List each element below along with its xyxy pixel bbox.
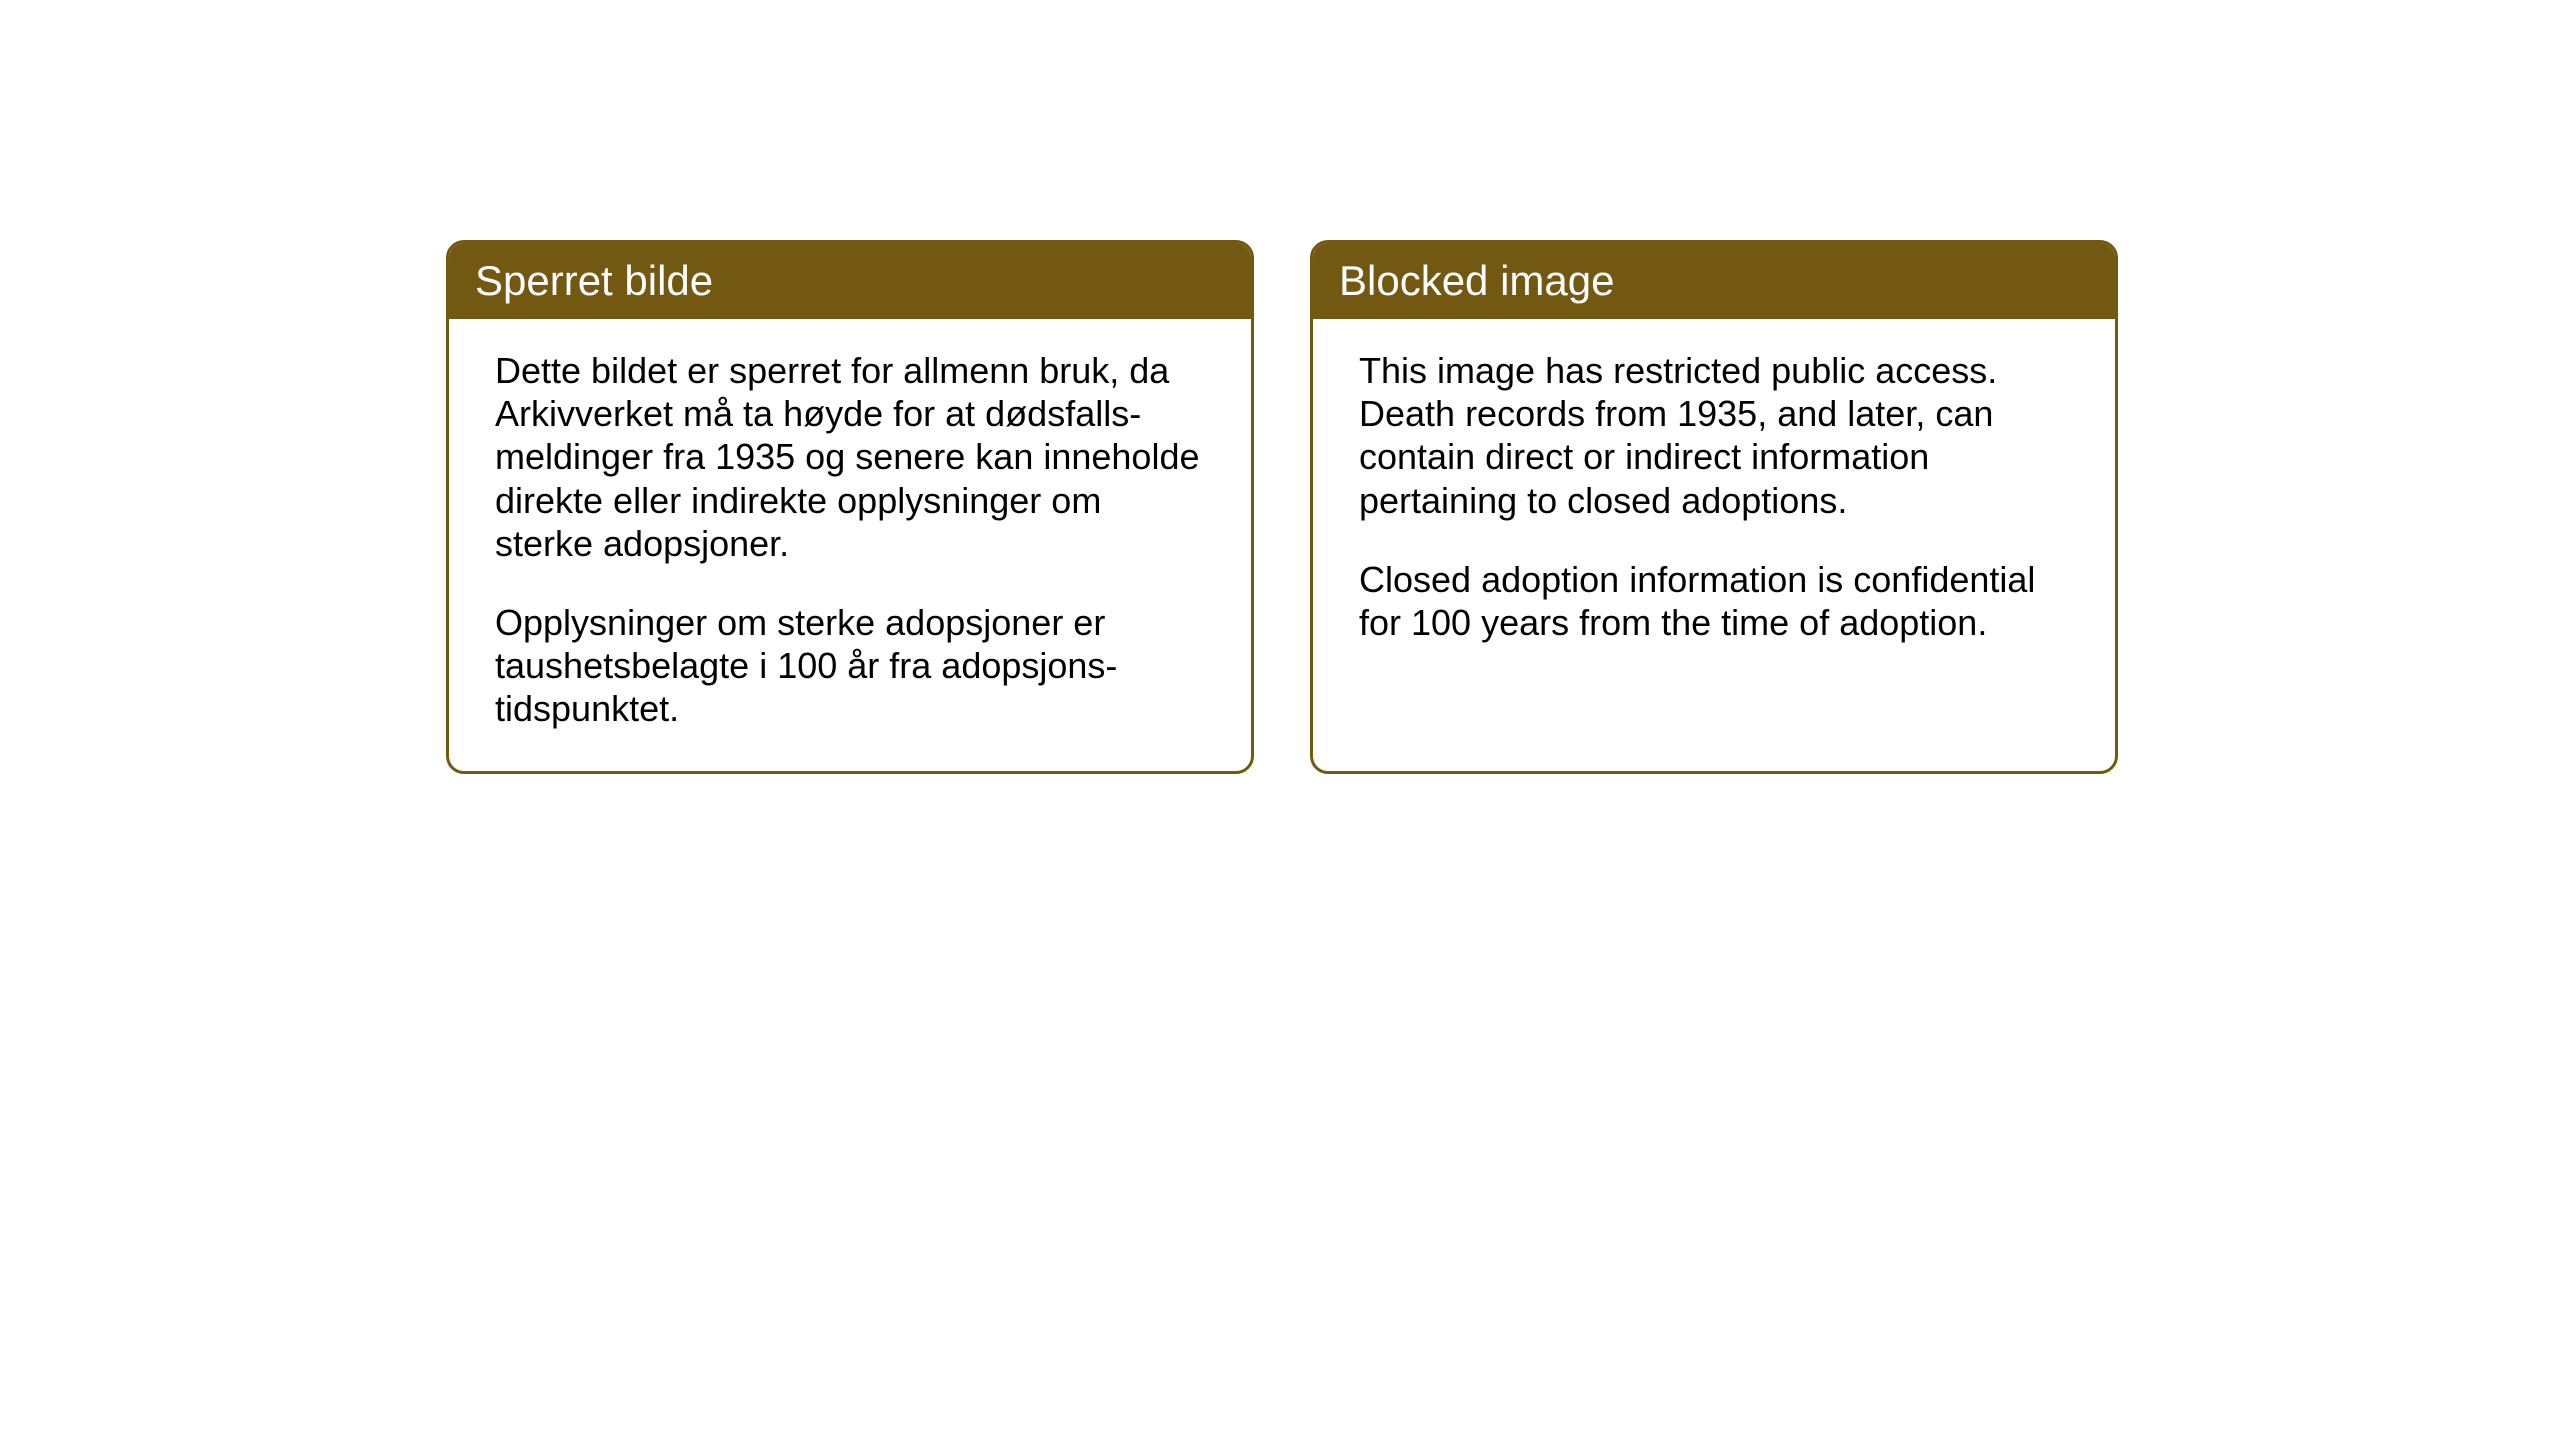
card-paragraph: Dette bildet er sperret for allmenn bruk…: [495, 349, 1205, 565]
cards-container: Sperret bilde Dette bildet er sperret fo…: [446, 240, 2118, 774]
card-english: Blocked image This image has restricted …: [1310, 240, 2118, 774]
card-title: Sperret bilde: [475, 257, 713, 304]
card-title: Blocked image: [1339, 257, 1614, 304]
card-paragraph: Closed adoption information is confident…: [1359, 558, 2069, 644]
card-paragraph: Opplysninger om sterke adopsjoner er tau…: [495, 601, 1205, 731]
card-body-english: This image has restricted public access.…: [1313, 319, 2115, 684]
card-paragraph: This image has restricted public access.…: [1359, 349, 2069, 522]
card-norwegian: Sperret bilde Dette bildet er sperret fo…: [446, 240, 1254, 774]
card-header-english: Blocked image: [1313, 243, 2115, 319]
card-header-norwegian: Sperret bilde: [449, 243, 1251, 319]
card-body-norwegian: Dette bildet er sperret for allmenn bruk…: [449, 319, 1251, 771]
